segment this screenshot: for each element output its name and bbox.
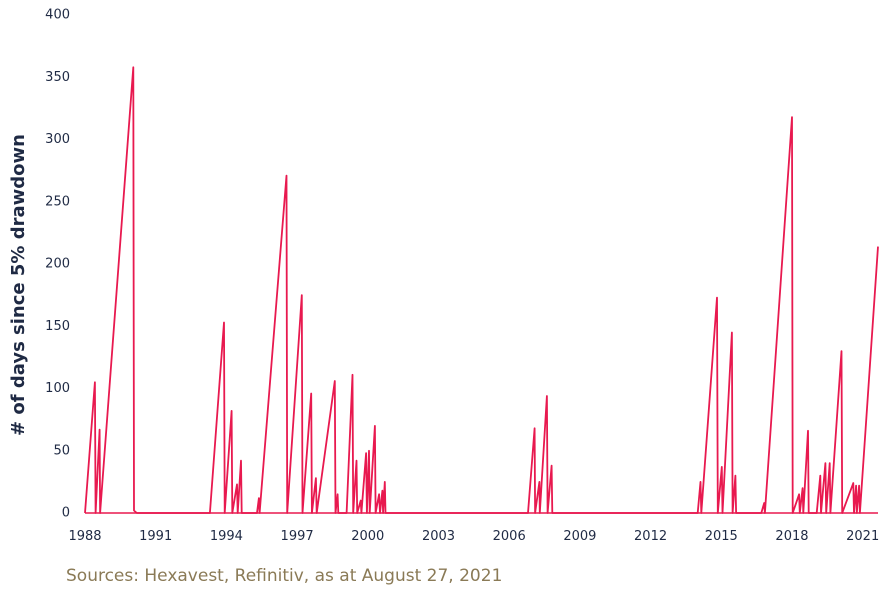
x-tick-label: 2015 <box>705 529 738 544</box>
y-tick-label: 150 <box>45 319 70 334</box>
x-tick-label: 1988 <box>68 529 101 544</box>
y-tick-label: 100 <box>45 381 70 396</box>
x-tick-label: 2021 <box>846 529 879 544</box>
x-tick-label: 2012 <box>634 529 667 544</box>
y-tick-label: 350 <box>45 70 70 85</box>
x-tick-label: 1997 <box>281 529 314 544</box>
x-tick-label: 1991 <box>139 529 172 544</box>
y-tick-label: 250 <box>45 194 70 209</box>
y-tick-label: 400 <box>45 8 70 23</box>
source-note: Sources: Hexavest, Refinitiv, as at Augu… <box>66 566 503 586</box>
y-tick-label: 200 <box>45 257 70 272</box>
x-tick-label: 2000 <box>351 529 384 544</box>
y-tick-label: 300 <box>45 132 70 147</box>
x-tick-label: 1994 <box>210 529 243 544</box>
drawdown-chart: # of days since 5% drawdown 0 50 100 150 200… <box>8 8 879 545</box>
plot-area <box>84 66 879 514</box>
x-tick-label: 2009 <box>563 529 596 544</box>
x-tick-label: 2006 <box>493 529 526 544</box>
y-axis-label: # of days since 5% drawdown <box>8 134 29 436</box>
x-axis: 1988 1991 1994 1997 2000 2003 2006 2009 2012 2015… <box>68 529 879 544</box>
x-tick-label: 2003 <box>422 529 455 544</box>
y-tick-label: 50 <box>53 443 70 458</box>
y-tick-label: 0 <box>62 506 70 521</box>
series-line <box>84 66 879 514</box>
x-tick-label: 2018 <box>775 529 808 544</box>
y-axis: 0 50 100 150 200 250 300 350 400 <box>45 8 70 521</box>
